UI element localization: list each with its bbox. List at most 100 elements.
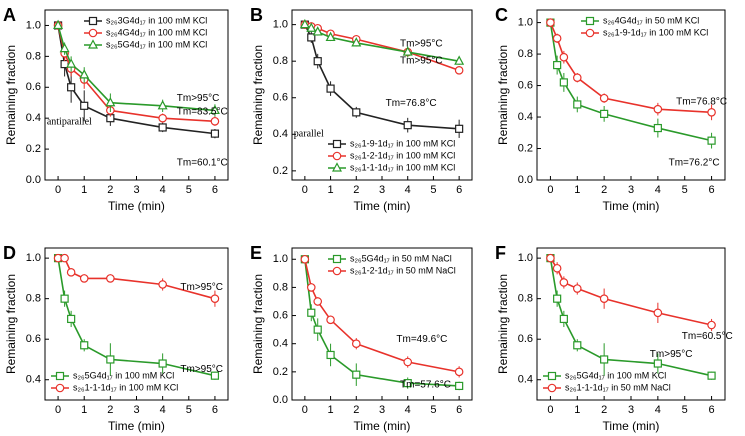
panel-label: A [3, 5, 16, 25]
annotation: Tm=57.6°C [400, 379, 451, 390]
x-tick-label: 6 [456, 404, 462, 416]
marker [707, 136, 716, 145]
legend-label: s₂₆1-1-1d₁₇ in 100 mM KCl [350, 162, 455, 172]
x-tick-label: 2 [601, 184, 607, 196]
y-tick-label: 0.0 [518, 174, 533, 186]
marker [559, 314, 568, 324]
x-tick-label: 1 [574, 404, 580, 416]
x-tick-label: 3 [133, 184, 139, 196]
x-tick-label: 5 [682, 184, 688, 196]
legend-label: s₂₆5G4d₁₇ in 100 mM KCl [73, 370, 174, 380]
marker [546, 253, 555, 263]
marker [403, 379, 412, 388]
y-tick-label: 0.4 [518, 111, 533, 123]
x-tick-label: 6 [212, 404, 218, 416]
marker [105, 96, 116, 107]
y-tick-label: 0.6 [273, 309, 288, 321]
x-tick-label: 6 [212, 184, 218, 196]
marker [653, 308, 663, 318]
annotation: Tm>95°C [177, 93, 220, 104]
marker [552, 263, 562, 273]
y-tick-label: 1.0 [273, 253, 288, 265]
x-tick-label: 1 [328, 404, 334, 416]
marker [306, 22, 317, 32]
marker [300, 254, 310, 264]
marker [572, 284, 582, 293]
marker [351, 339, 361, 349]
annotation: Tm=49.6°C [396, 334, 447, 345]
x-tick-label: 0 [302, 184, 308, 196]
legend-label: s₂₆4G4d₁₇ in 100 mM KCl [106, 27, 207, 37]
marker [158, 123, 167, 132]
annotation: Tm=60.5°C [682, 331, 733, 342]
marker [553, 294, 562, 303]
x-tick-label: 1 [574, 184, 580, 196]
marker [209, 104, 220, 115]
x-tick-label: 4 [405, 404, 411, 416]
y-axis-label: Remaining fraction [496, 274, 510, 374]
marker [307, 308, 316, 317]
x-axis-label: Time (min) [354, 419, 411, 433]
y-tick-label: 0.4 [273, 128, 288, 140]
x-axis-label: Time (min) [354, 199, 411, 213]
y-tick-label: 0.4 [518, 374, 533, 386]
y-tick-label: 0.2 [26, 143, 41, 155]
marker [455, 381, 464, 391]
marker [326, 350, 335, 360]
x-tick-label: 5 [186, 184, 192, 196]
x-tick-label: 2 [107, 184, 113, 196]
legend-label: s₂₆1-1-1d₁₇ in 50 mM NaCl [565, 382, 671, 392]
marker [55, 383, 65, 393]
legend-label: s₂₆1-9-1d₁₇ in 100 mM KCl [350, 138, 455, 148]
marker [326, 315, 335, 325]
legend-label: s₂₆5G4d₁₇ in 50 mM NaCl [350, 253, 452, 263]
panel: E Time (min) Remaining fraction 0 1 2 3 4 5 6 0.0 0… [250, 243, 473, 433]
marker [66, 268, 76, 277]
x-tick-label: 2 [107, 404, 113, 416]
y-axis-label: Remaining fraction [4, 45, 18, 145]
panel-label: B [250, 5, 263, 25]
marker [552, 34, 562, 43]
annotation: Tm>95°C [180, 282, 223, 293]
marker [599, 93, 609, 103]
marker [313, 297, 323, 306]
y-tick-label: 0.4 [26, 112, 41, 124]
y-axis-label: Remaining fraction [496, 45, 510, 145]
marker [707, 108, 716, 117]
marker [653, 123, 662, 133]
marker [59, 42, 70, 53]
panel: D Time (min) Remaining fraction 0 1 2 3 4 5 6 0.4 0… [3, 243, 229, 433]
panel-label: E [250, 243, 262, 263]
marker [55, 371, 65, 381]
marker [403, 121, 412, 130]
x-tick-label: 3 [379, 184, 385, 196]
marker [547, 383, 557, 393]
marker [312, 26, 323, 36]
x-tick-label: 2 [353, 404, 359, 416]
y-tick-label: 0.6 [518, 333, 533, 345]
x-tick-label: 3 [379, 404, 385, 416]
marker [67, 314, 76, 324]
y-tick-label: 0.8 [26, 50, 41, 62]
x-tick-label: 4 [160, 404, 166, 416]
marker [332, 254, 342, 264]
panel: C Time (min) Remaining fraction 0 1 2 3 4 5 6 0.0 0… [495, 5, 727, 213]
marker [585, 16, 595, 26]
panel: A Time (min) Remaining fraction 0 1 2 3 4 5 6 0.0 0… [3, 5, 229, 213]
marker [546, 18, 555, 27]
marker [332, 151, 342, 161]
x-tick-label: 6 [709, 184, 715, 196]
legend-label: s₂₆4G4d₁₇ in 50 mM KCl [603, 15, 699, 25]
x-tick-label: 1 [81, 404, 87, 416]
marker [600, 109, 609, 118]
annotation: Tm=76.8°C [676, 96, 727, 107]
x-tick-label: 3 [628, 184, 634, 196]
marker [88, 28, 98, 38]
legend-label: s₂₆1-1-1d₁₇ in 100 mM KCl [73, 382, 178, 392]
marker [454, 66, 464, 75]
y-tick-label: 0.2 [273, 366, 288, 378]
x-tick-label: 4 [405, 184, 411, 196]
marker [455, 124, 464, 133]
marker [573, 100, 582, 109]
